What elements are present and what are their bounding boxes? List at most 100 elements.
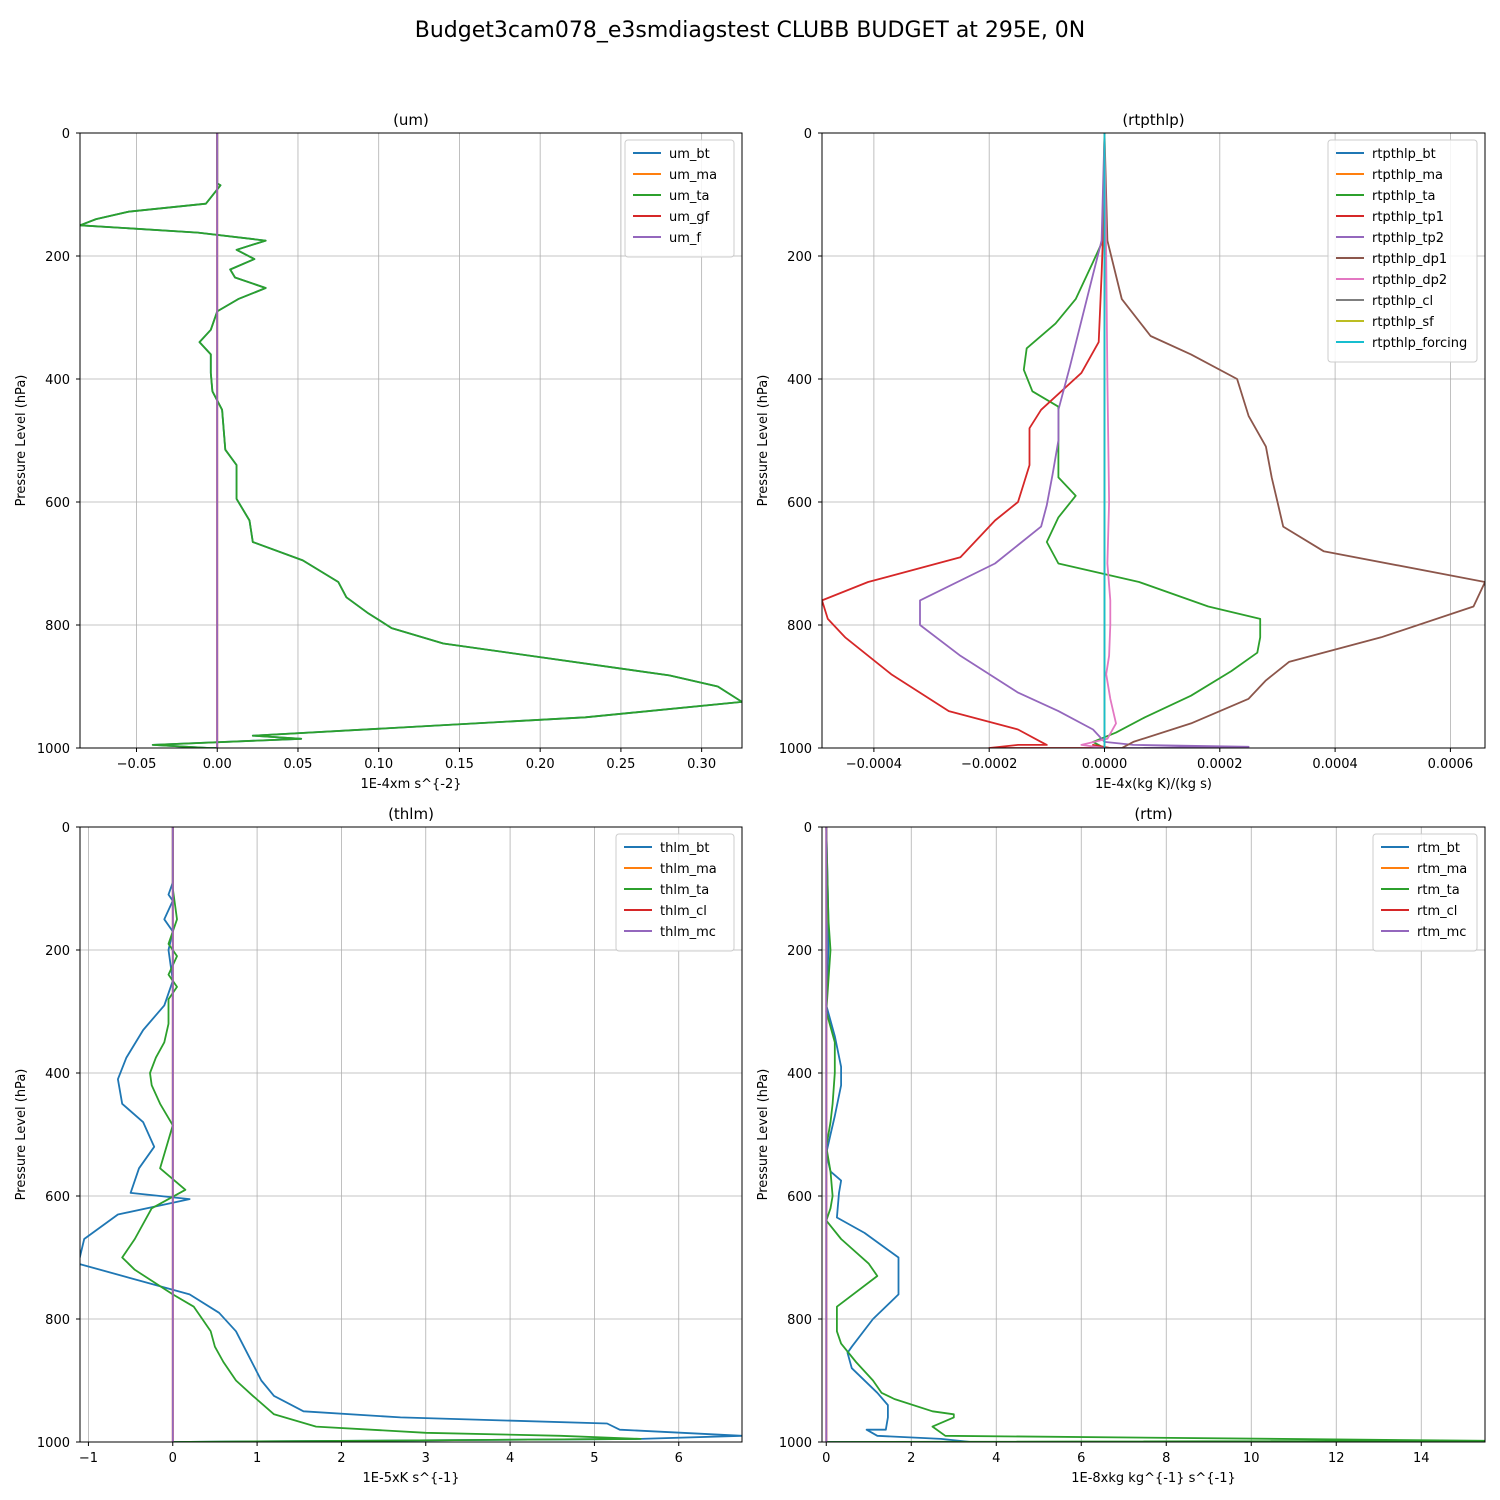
legend-box [1327, 139, 1478, 363]
legend: thlm_bt thlm_ma thlm_ta thlm_cl thlm_mc [615, 833, 735, 952]
x-tick-label: 0.0002 [1197, 757, 1243, 772]
x-tick-label: 0.0006 [1428, 757, 1474, 772]
series-line-rtpthlp_tp1 [822, 133, 1112, 748]
chart-panel-2: −0.0004 −0.0002 0.0000 0.0002 0.0004 0.0006 0 2… [756, 111, 1486, 792]
legend-entry: rtpthlp_sf [1372, 315, 1434, 330]
legend-entry: rtpthlp_dp2 [1372, 273, 1447, 288]
y-tick-label: 0 [62, 821, 70, 836]
legend-entry: thlm_bt [660, 841, 709, 856]
legend-entry: rtm_mc [1417, 925, 1466, 940]
x-axis-label: 1E-5xK s^{-1} [363, 1471, 460, 1486]
series-group [825, 827, 1485, 1442]
legend-entry: rtpthlp_forcing [1372, 336, 1467, 351]
x-tick-label: 0 [822, 1451, 830, 1466]
y-tick-label: 1000 [779, 742, 812, 757]
x-tick-label: 0.15 [445, 757, 474, 772]
x-tick-label: −1 [79, 1451, 98, 1466]
legend: rtpthlp_bt rtpthlp_ma rtpthlp_ta rtpthlp_tp… [1327, 139, 1478, 363]
legend-entry: thlm_ma [660, 862, 717, 877]
y-tick-label: 800 [45, 619, 70, 634]
y-tick-label: 400 [45, 1067, 70, 1082]
x-tick-label: 0.20 [526, 757, 555, 772]
y-tick-label: 600 [45, 496, 70, 511]
y-tick-label: 800 [787, 619, 812, 634]
y-tick-label: 200 [45, 250, 70, 265]
series-group [80, 133, 742, 748]
y-tick-label: 800 [787, 1313, 812, 1328]
x-tick-label: 0.05 [283, 757, 312, 772]
y-tick-label: 1000 [37, 742, 70, 757]
y-axis-label: Pressure Level (hPa) [756, 1069, 771, 1201]
y-tick-label: 0 [804, 821, 812, 836]
x-axis-label: 1E-4x(kg K)/(kg s) [1095, 777, 1212, 792]
legend-entry: rtpthlp_bt [1372, 147, 1436, 162]
y-tick-label: 400 [45, 373, 70, 388]
x-tick-label: 14 [1413, 1451, 1430, 1466]
x-tick-label: 5 [590, 1451, 598, 1466]
legend-entry: um_ma [669, 168, 717, 183]
x-tick-label: 0 [169, 1451, 177, 1466]
series-line-thlm_bt [80, 827, 742, 1442]
x-tick-label: 12 [1328, 1451, 1345, 1466]
series-line-thlm_ta [121, 827, 642, 1442]
legend-entry: um_ta [669, 189, 709, 204]
axes-frame [79, 132, 743, 749]
series-line-rtpthlp_ta [1022, 133, 1262, 748]
y-tick-label: 600 [787, 1190, 812, 1205]
x-tick-label: 8 [1162, 1451, 1170, 1466]
x-tick-label: 0.0004 [1312, 757, 1358, 772]
panel-title: (rtpthlp) [1122, 111, 1184, 129]
y-axis-label: Pressure Level (hPa) [14, 375, 29, 507]
x-axis-label: 1E-4xm s^{-2} [360, 777, 461, 792]
chart-panel-1: −0.05 0.00 0.05 0.10 0.15 0.20 0.25 0.30 0 200 400… [14, 111, 743, 792]
y-tick-label: 800 [45, 1313, 70, 1328]
x-axis-label: 1E-8xkg kg^{-1} s^{-1} [1071, 1471, 1236, 1486]
x-tick-label: 10 [1243, 1451, 1260, 1466]
x-tick-label: 2 [907, 1451, 915, 1466]
legend-entry: rtm_cl [1417, 904, 1457, 919]
legend-entry: rtpthlp_tp1 [1372, 210, 1444, 225]
legend-entry: rtpthlp_ma [1372, 168, 1443, 183]
x-tick-label: 0.10 [364, 757, 393, 772]
legend-entry: um_f [669, 231, 701, 246]
series-line-rtpthlp_dp1 [1103, 133, 1485, 748]
panel-title: (thlm) [388, 805, 434, 823]
x-tick-label: 2 [337, 1451, 345, 1466]
chart-panel-4: 0 2 4 6 8 10 12 14 0 200 400 600 800 1000 (rtm) 1E-8xkg… [756, 805, 1486, 1486]
x-tick-label: −0.05 [117, 757, 157, 772]
legend-entry: rtpthlp_tp2 [1372, 231, 1444, 246]
series-line-rtm_bt [825, 827, 972, 1442]
legend-entry: rtpthlp_dp1 [1372, 252, 1447, 267]
legend-entry: rtm_ma [1417, 862, 1467, 877]
x-tick-label: −0.0002 [961, 757, 1017, 772]
x-tick-label: 0.25 [606, 757, 635, 772]
legend-box [1372, 833, 1478, 952]
series-line-rtm_ta [825, 827, 1485, 1442]
x-tick-label: 1 [253, 1451, 261, 1466]
legend-entry: thlm_ta [660, 883, 709, 898]
legend-box [615, 833, 735, 952]
legend-entry: rtpthlp_ta [1372, 189, 1435, 204]
x-tick-label: 4 [506, 1451, 514, 1466]
y-tick-label: 0 [62, 127, 70, 142]
chart-panel-3: −1 0 1 2 3 4 5 6 0 200 400 600 800 1000 (thlm) 1E-5xK s… [14, 805, 743, 1486]
figure-title: Budget3cam078_e3smdiagstest CLUBB BUDGET… [415, 18, 1086, 43]
legend: rtm_bt rtm_ma rtm_ta rtm_cl rtm_mc [1372, 833, 1478, 952]
x-tick-label: 0.30 [687, 757, 716, 772]
y-tick-label: 600 [787, 496, 812, 511]
panel-title: (rtm) [1134, 805, 1172, 823]
axes-frame [79, 826, 743, 1443]
legend-entry: rtm_bt [1417, 841, 1460, 856]
axes-frame [821, 826, 1486, 1443]
panel-title: (um) [393, 111, 429, 129]
legend-entry: thlm_mc [660, 925, 716, 940]
panels: −0.05 0.00 0.05 0.10 0.15 0.20 0.25 0.300200400… [14, 111, 1486, 1486]
series-group [822, 133, 1485, 748]
legend-box [624, 139, 735, 258]
y-tick-label: 1000 [37, 1436, 70, 1451]
axes-frame [821, 132, 1486, 749]
y-tick-label: 400 [787, 1067, 812, 1082]
legend-entry: thlm_cl [660, 904, 707, 919]
